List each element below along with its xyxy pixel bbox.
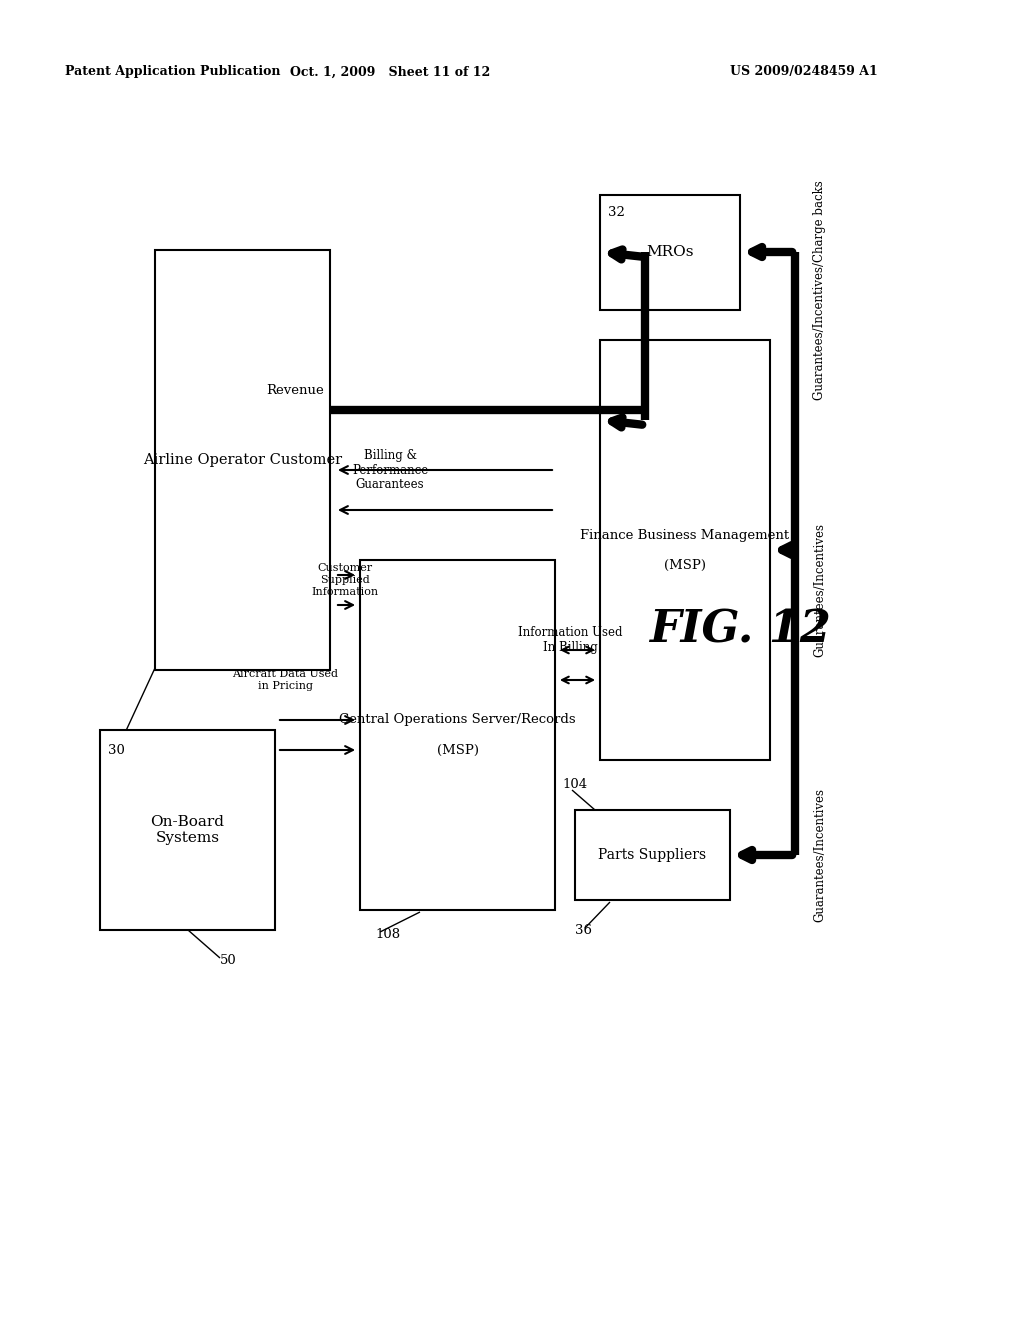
Bar	[600, 195, 740, 310]
Text: Customer
Supplied
Information: Customer Supplied Information	[311, 564, 379, 597]
Text: Billing &
Performance
Guarantees: Billing & Performance Guarantees	[352, 449, 428, 491]
Text: Information Used
In Billing: Information Used In Billing	[518, 626, 623, 653]
Bar	[100, 730, 275, 931]
Bar	[155, 249, 330, 671]
Text: MROs: MROs	[646, 246, 693, 260]
Text: 108: 108	[375, 928, 400, 941]
Text: 50: 50	[220, 953, 237, 966]
Text: Airline Operator Customer: Airline Operator Customer	[143, 453, 342, 467]
Text: Central Operations Server/Records

(MSP): Central Operations Server/Records (MSP)	[339, 714, 575, 756]
Text: 36: 36	[575, 924, 592, 936]
Text: 30: 30	[108, 743, 125, 756]
Text: 32: 32	[608, 206, 625, 219]
Bar	[575, 810, 730, 900]
Text: Oct. 1, 2009   Sheet 11 of 12: Oct. 1, 2009 Sheet 11 of 12	[290, 66, 490, 78]
Text: US 2009/0248459 A1: US 2009/0248459 A1	[730, 66, 878, 78]
Bar	[600, 341, 770, 760]
Text: Finance Business Management

(MSP): Finance Business Management (MSP)	[581, 528, 790, 572]
Text: Patent Application Publication: Patent Application Publication	[65, 66, 281, 78]
Text: Parts Suppliers: Parts Suppliers	[598, 847, 707, 862]
Text: FIG. 12: FIG. 12	[649, 609, 830, 652]
Text: Guarantees/Incentives/Charge backs: Guarantees/Incentives/Charge backs	[813, 180, 826, 400]
Text: 104: 104	[562, 779, 587, 792]
Text: Guarantees/Incentives: Guarantees/Incentives	[813, 788, 826, 921]
Text: On-Board
Systems: On-Board Systems	[151, 814, 224, 845]
Bar	[360, 560, 555, 909]
Text: Revenue: Revenue	[266, 384, 324, 396]
Text: Guarantees/Incentives: Guarantees/Incentives	[813, 523, 826, 657]
Text: Aircraft Data Used
in Pricing: Aircraft Data Used in Pricing	[232, 669, 338, 690]
